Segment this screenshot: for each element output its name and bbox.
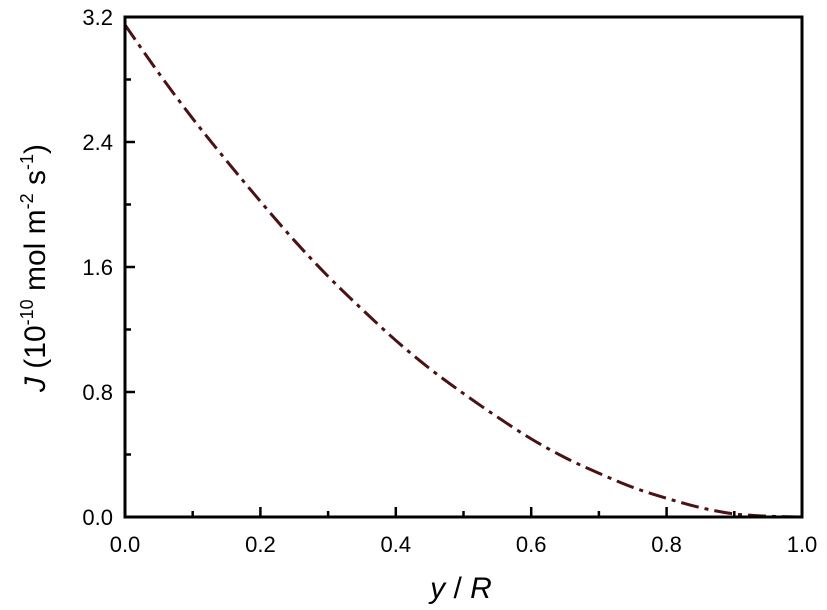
x-tick-label: 0.0 — [110, 532, 141, 557]
major-ticks — [123, 15, 804, 519]
y-tick-labels: 0.0 0.8 1.6 2.4 3.2 — [82, 5, 113, 530]
y-axis-part2: mol m — [19, 209, 52, 299]
x-tick-labels: 0.0 0.2 0.4 0.6 0.8 1.0 — [110, 532, 818, 557]
y-tick-label: 3.2 — [82, 5, 113, 30]
y-tick-label: 1.6 — [82, 255, 113, 280]
x-tick-label: 0.2 — [245, 532, 276, 557]
x-tick-label: 0.6 — [516, 532, 547, 557]
x-axis-title: y / R — [428, 572, 492, 605]
series-line — [123, 23, 803, 519]
y-tick-label: 0.0 — [82, 505, 113, 530]
x-tick-label: 1.0 — [787, 532, 818, 557]
y-axis-title-group: J (10-10 mol m-2 s-1) — [17, 144, 52, 393]
y-tick-label: 0.8 — [82, 380, 113, 405]
y-axis-part1: (10 — [19, 325, 52, 377]
minor-ticks — [125, 78, 736, 517]
y-axis-title: J (10-10 mol m-2 s-1) — [17, 144, 52, 393]
x-axis-separator: / — [445, 572, 470, 605]
plot-frame — [123, 15, 804, 519]
y-tick-label: 2.4 — [82, 130, 113, 155]
y-axis-part4: ) — [19, 144, 52, 154]
x-tick-label: 0.8 — [651, 532, 682, 557]
y-axis-exp1: -10 — [17, 299, 37, 325]
y-axis-exp3: -1 — [17, 154, 37, 170]
series-layer — [123, 23, 803, 519]
x-axis-var: y — [428, 572, 447, 605]
x-axis-var2: R — [470, 572, 492, 605]
y-axis-part3: s — [19, 170, 52, 193]
x-tick-label: 0.4 — [381, 532, 412, 557]
y-axis-exp2: -2 — [17, 193, 37, 209]
y-axis-var: J — [19, 376, 52, 393]
